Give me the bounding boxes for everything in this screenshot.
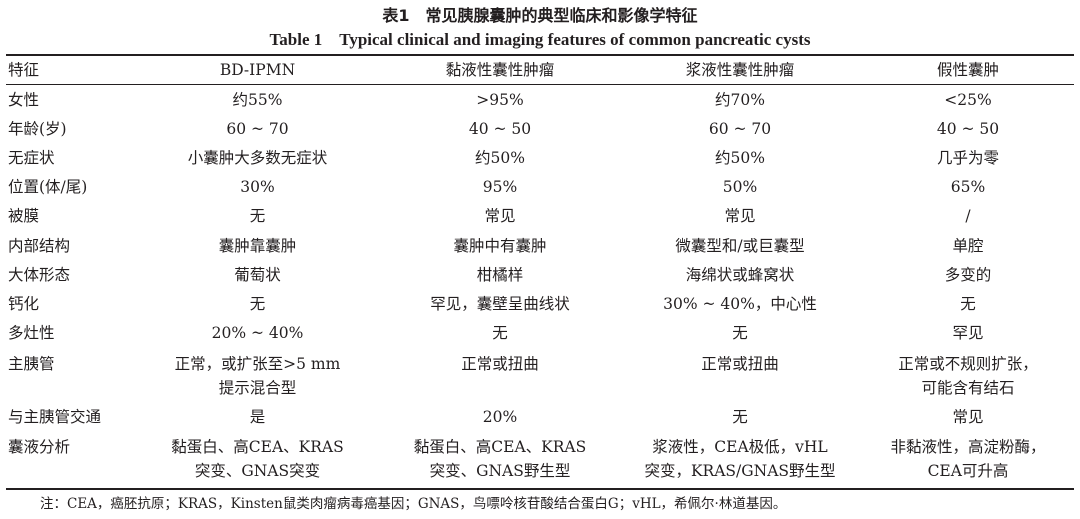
row-label-location: 位置(体/尾) [8,178,88,196]
table-cell: 20% [482,408,518,426]
table-cell: 常见 [484,207,516,225]
table-cell: 常见 [724,207,756,225]
table-cell: 海绵状或蜂窝状 [685,266,795,284]
table-cell: 无 [732,324,748,342]
row-label-multifocality: 多灶性 [8,324,55,342]
table-cell: 约50% [715,149,765,167]
table-cell: 约70% [715,91,765,109]
table-cell: 浆液性，CEA极低，vHL 突变，KRAS/GNAS野生型 [644,438,836,480]
table-cell: 50% [722,178,758,196]
header-mucinous-cystic-neoplasm: 黏液性囊性肿瘤 [445,61,555,79]
table-cell: 是 [249,408,266,426]
table-caption-chinese: 表1 常见胰腺囊肿的典型临床和影像学特征 [382,6,698,25]
table-cell: 微囊型和/或巨囊型 [675,237,805,255]
row-label-calcification: 钙化 [8,295,40,313]
table-cell: 非黏液性，高淀粉酶， CEA可升高 [890,438,1046,480]
row-label-main-pancreatic-duct: 主胰管 [8,355,55,373]
table-cell: 40 ~ 50 [468,120,532,138]
table-cell: 30% [240,178,275,196]
row-label-age: 年龄(岁) [8,120,67,138]
table-cell: 葡萄状 [234,266,281,284]
table-cell: 无 [249,207,266,225]
row-label-duct-communication: 与主胰管交通 [8,408,102,426]
table-cell: 30% ~ 40%，中心性 [663,295,817,313]
row-label-female: 女性 [8,91,40,109]
table-footnote: 注：CEA，癌胚抗原；KRAS，Kinsten鼠类肉瘤病毒癌基因；GNAS，鸟嘌… [40,496,787,512]
table-cell: 单腔 [952,237,984,255]
row-label-cyst-fluid-analysis: 囊液分析 [8,438,71,456]
table-cell: 60 ~ 70 [226,120,289,138]
header-pseudocyst: 假性囊肿 [936,61,999,79]
table-cell: 罕见 [952,324,984,342]
table-cell: 几乎为零 [936,149,999,167]
table-cell: 多变的 [944,266,992,284]
table-caption-english: Table 1 Typical clinical and imaging fea… [269,30,811,49]
table-bottom-rule [6,488,1074,490]
table-cell: 正常或不规则扩张， 可能含有结石 [898,355,1038,397]
table-cell: 60 ~ 70 [708,120,772,138]
table-cell: 正常或扭曲 [701,355,779,373]
table-cell: 正常或扭曲 [461,355,539,373]
row-label-asymptomatic: 无症状 [8,149,55,167]
table-cell: 无 [732,408,748,426]
table-cell: 无 [492,324,508,342]
table-cell: 无 [960,295,976,313]
header-feature: 特征 [8,61,40,79]
table-cell: 正常，或扩张至>5 mm 提示混合型 [174,355,341,397]
table-cell: 常见 [952,408,984,426]
header-serous-cystic-neoplasm: 浆液性囊性肿瘤 [685,61,795,79]
row-label-internal-structure: 内部结构 [8,237,71,255]
table-cell: 黏蛋白、高CEA、KRAS 突变、GNAS野生型 [413,438,587,480]
table-cell: >95% [476,91,524,109]
table-cell: 囊肿中有囊肿 [453,237,547,255]
table-cell: 65% [950,178,986,196]
table-top-rule [6,54,1074,56]
table-cell: 囊肿靠囊肿 [218,237,297,255]
row-label-capsule: 被膜 [8,207,40,225]
table-cell: 柑橘样 [476,266,524,284]
table-cell: 20% ~ 40% [211,324,304,342]
table-cell: 小囊肿大多数无症状 [187,149,328,167]
header-bd-ipmn: BD-IPMN [219,61,296,79]
table-cell: 40 ~ 50 [936,120,1000,138]
table-cell: 罕见，囊壁呈曲线状 [430,295,570,313]
table-cell: 无 [249,295,266,313]
table-cell: <25% [944,91,992,109]
table-cell: / [965,207,971,225]
table-cell: 黏蛋白、高CEA、KRAS 突变、GNAS突变 [171,438,344,480]
row-label-gross-morphology: 大体形态 [8,266,71,284]
table-cell: 约50% [475,149,525,167]
table-cell: 95% [482,178,518,196]
table-cell: 约55% [232,91,283,109]
table-header-rule [6,84,1074,85]
